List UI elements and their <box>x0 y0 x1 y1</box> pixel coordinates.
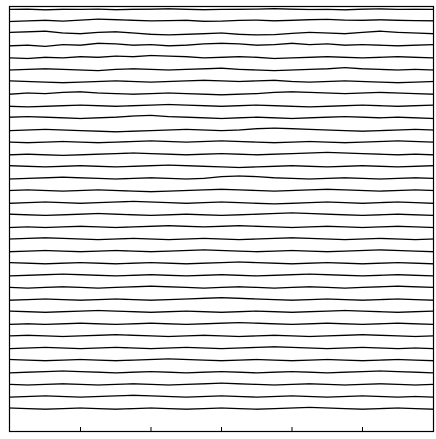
trace-line-12 <box>9 140 434 144</box>
trace-line-22 <box>9 261 434 265</box>
trace-line-27 <box>9 321 434 326</box>
trace-line-14 <box>9 164 434 169</box>
trace-line-29 <box>9 346 434 350</box>
trace-line-17 <box>9 200 434 205</box>
trace-line-10 <box>9 114 434 120</box>
trace-line-34 <box>9 406 434 410</box>
trace-line-31 <box>9 370 434 374</box>
trace-line-28 <box>9 334 434 338</box>
trace-line-24 <box>9 285 434 289</box>
trace-line-21 <box>9 249 434 253</box>
trace-line-18 <box>9 212 434 217</box>
x-tick-group <box>80 427 363 431</box>
trace-line-32 <box>9 382 434 386</box>
trace-line-4 <box>9 42 434 48</box>
plot-frame <box>8 5 435 433</box>
trace-line-13 <box>9 151 434 157</box>
trace-line-30 <box>9 358 434 362</box>
trace-line-9 <box>9 103 434 108</box>
trace-line-3 <box>9 30 434 36</box>
trace-line-23 <box>9 273 434 277</box>
trace-line-15 <box>9 175 434 180</box>
trace-line-6 <box>9 66 434 72</box>
trace-line-11 <box>9 127 434 133</box>
trace-line-16 <box>9 188 434 193</box>
trace-line-19 <box>9 225 434 229</box>
trace-line-1 <box>9 8 434 11</box>
trace-line-5 <box>9 54 434 60</box>
trace-group <box>9 8 434 410</box>
trace-line-7 <box>9 79 434 84</box>
trace-line-26 <box>9 309 434 313</box>
trace-line-8 <box>9 91 434 96</box>
trace-line-2 <box>9 18 434 23</box>
trace-line-25 <box>9 297 434 301</box>
trace-line-20 <box>9 237 434 241</box>
trace-line-33 <box>9 394 434 398</box>
